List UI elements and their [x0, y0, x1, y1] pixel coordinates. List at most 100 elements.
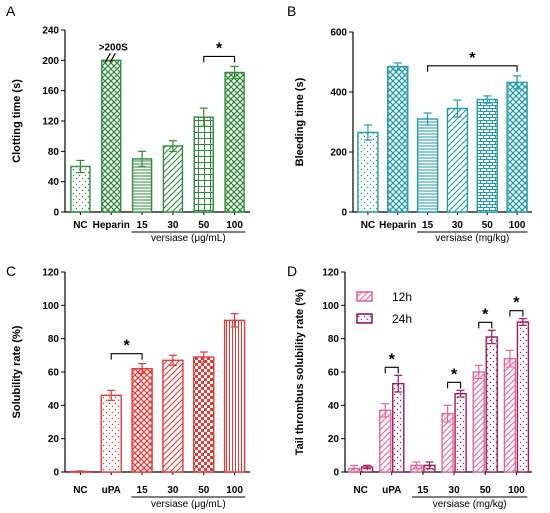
panel-letter: A	[6, 3, 16, 19]
bar	[224, 71, 245, 213]
y-axis-title: Tail thrombus solubility rate (%)	[294, 288, 306, 455]
y-tick-label: 600	[330, 28, 347, 39]
chart-panel-d: D 0 20 40 60 80 100 120 Tail thrombus solubility…	[287, 263, 532, 510]
x-category-label: 30	[167, 220, 179, 231]
significance-bracket	[203, 55, 236, 63]
x-category-label: Heparin	[379, 220, 416, 231]
x-category-label: 100	[226, 485, 243, 496]
bar-24h	[392, 382, 405, 473]
x-category-label: 30	[452, 220, 464, 231]
x-category-label: 50	[480, 485, 492, 496]
x-category-label: 50	[198, 485, 210, 496]
x-category-label: NC	[361, 220, 375, 231]
y-axis-title: Solubility rate (%)	[11, 325, 23, 418]
x-category-label: 50	[198, 220, 210, 231]
bar	[100, 394, 122, 473]
x-axis-title: versiase (μg/mL)	[151, 499, 226, 510]
significance-star: *	[451, 366, 458, 383]
bar	[193, 116, 214, 213]
y-tick-label: 20	[328, 434, 340, 445]
y-tick-label: 80	[48, 147, 60, 158]
x-category-label: uPA	[382, 485, 401, 496]
x-category-label: Heparin	[93, 220, 130, 231]
axis-break-mark	[109, 53, 116, 63]
chart-panel-b: B 0 200 400 600 Bleeding time (s) NC Heparin 15 3…	[287, 3, 532, 244]
x-category-label: NC	[73, 485, 87, 496]
y-tick-label: 200	[330, 148, 347, 159]
bar	[446, 107, 469, 213]
y-tick-label: 240	[42, 26, 59, 37]
bar	[70, 165, 91, 213]
significance-star: *	[216, 40, 223, 57]
bar	[506, 81, 528, 213]
y-axis-title: Clotting time (s)	[11, 79, 23, 163]
axis-break-mark	[104, 53, 111, 63]
bar	[416, 118, 439, 213]
significance-bracket	[509, 310, 524, 317]
y-tick-label: 200	[42, 56, 59, 67]
x-category-label: 50	[482, 220, 494, 231]
x-category-label: uPA	[102, 485, 121, 496]
x-axis-title: versiase (mg/kg)	[435, 233, 509, 244]
bar	[162, 145, 184, 213]
y-tick-label: 40	[328, 401, 340, 412]
panel-letter: B	[287, 3, 296, 19]
panel-letter: C	[6, 263, 16, 279]
chart-panel-c: C 0 20 40 60 80 100 120 Solubility rate (%) NC uPA…	[6, 263, 250, 510]
bar	[101, 59, 122, 213]
bar-annotation: >200S	[99, 42, 129, 53]
x-category-label: NC	[73, 220, 87, 231]
significance-bracket	[447, 381, 462, 389]
bar	[223, 319, 246, 473]
y-tick-label: 80	[328, 334, 340, 345]
y-tick-label: 60	[48, 368, 60, 379]
significance-bracket	[384, 366, 399, 374]
y-tick-label: 20	[48, 434, 60, 445]
bar	[357, 131, 379, 213]
x-category-label: 100	[226, 220, 243, 231]
legend-label: 12h	[392, 290, 412, 304]
x-category-label: 100	[509, 220, 526, 231]
significance-bracket	[427, 65, 518, 72]
bar	[476, 98, 498, 213]
x-category-label: NC	[353, 485, 367, 496]
y-tick-label: 120	[42, 117, 59, 128]
chart-panel-a: A 0 40 80 120 160 200 240 Clotting time (s) NC Hep…	[6, 3, 250, 244]
y-tick-label: 0	[53, 208, 59, 219]
legend-label: 24h	[392, 312, 412, 326]
bar-24h	[454, 392, 467, 473]
y-tick-label: 0	[341, 208, 347, 219]
y-tick-label: 120	[322, 268, 339, 279]
y-tick-label: 40	[48, 401, 60, 412]
significance-star: *	[389, 351, 396, 368]
x-category-label: 15	[137, 485, 149, 496]
legend-swatch	[356, 313, 373, 324]
y-tick-label: 40	[48, 177, 60, 188]
bar	[131, 367, 153, 473]
y-tick-label: 0	[333, 468, 339, 479]
bar-24h	[485, 336, 498, 473]
significance-star: *	[469, 50, 476, 67]
x-category-label: 100	[508, 485, 525, 496]
x-category-label: 15	[422, 220, 434, 231]
y-tick-label: 400	[330, 88, 347, 99]
significance-bracket	[110, 353, 143, 360]
bar-12h	[472, 371, 485, 473]
x-category-label: 15	[417, 485, 429, 496]
bar-12h	[379, 409, 392, 473]
y-tick-label: 100	[42, 301, 59, 312]
bar	[387, 65, 409, 213]
x-category-label: 30	[449, 485, 461, 496]
y-tick-label: 160	[42, 86, 59, 97]
significance-star: *	[482, 306, 489, 323]
y-tick-label: 80	[48, 334, 60, 345]
bar-24h	[516, 321, 530, 473]
bar	[162, 359, 184, 473]
y-tick-label: 60	[328, 368, 340, 379]
x-axis-title: versiase (mg/kg)	[433, 499, 507, 510]
y-tick-label: 120	[42, 268, 59, 279]
significance-bracket	[478, 321, 493, 329]
x-axis-title: versiase (μg/mL)	[151, 233, 226, 244]
y-axis-title: Bleeding time (s)	[294, 77, 306, 166]
